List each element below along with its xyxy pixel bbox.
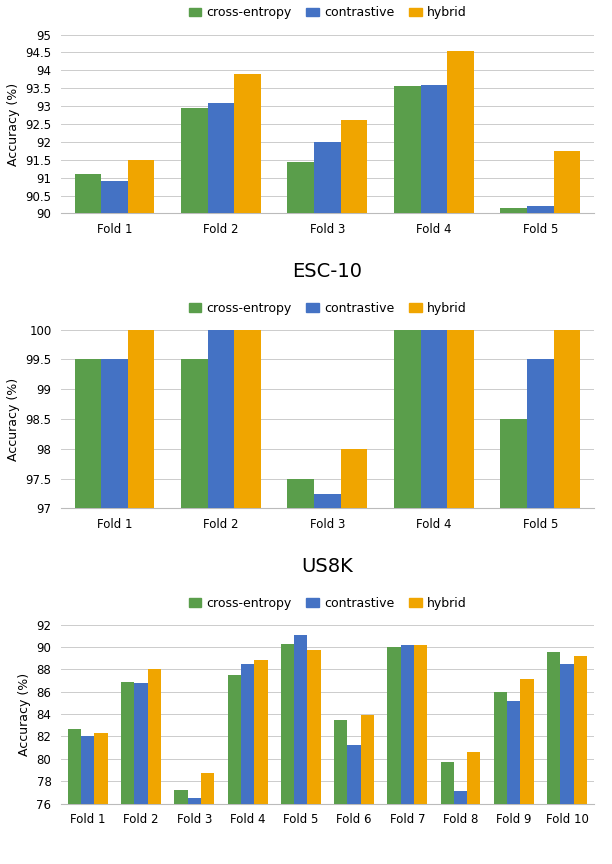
Title: ESC-10: ESC-10: [293, 262, 362, 281]
Title: US8K: US8K: [302, 557, 353, 576]
Bar: [394, 86, 420, 864]
Bar: [181, 108, 207, 864]
Bar: [447, 51, 474, 864]
Bar: [75, 359, 101, 864]
Bar: [314, 142, 341, 864]
Bar: [454, 791, 467, 864]
Bar: [420, 85, 447, 864]
Y-axis label: Accuracy (%): Accuracy (%): [7, 378, 20, 461]
Bar: [394, 330, 420, 864]
Bar: [101, 181, 128, 864]
Bar: [467, 752, 480, 864]
Bar: [573, 656, 587, 864]
Bar: [294, 635, 307, 864]
Bar: [527, 206, 554, 864]
Bar: [135, 683, 147, 864]
Bar: [307, 651, 321, 864]
Bar: [128, 160, 154, 864]
Bar: [341, 120, 367, 864]
Bar: [348, 746, 360, 864]
Bar: [181, 359, 207, 864]
Bar: [174, 790, 188, 864]
Legend: cross-entropy, contrastive, hybrid: cross-entropy, contrastive, hybrid: [184, 296, 471, 320]
Bar: [420, 330, 447, 864]
Bar: [188, 798, 201, 864]
Legend: cross-entropy, contrastive, hybrid: cross-entropy, contrastive, hybrid: [184, 592, 471, 614]
Bar: [207, 103, 234, 864]
Bar: [360, 715, 374, 864]
Bar: [94, 734, 108, 864]
Bar: [520, 679, 534, 864]
Bar: [447, 330, 474, 864]
Bar: [201, 773, 214, 864]
Bar: [501, 208, 527, 864]
Bar: [101, 359, 128, 864]
Bar: [288, 162, 314, 864]
Bar: [207, 330, 234, 864]
Bar: [281, 644, 294, 864]
Bar: [527, 359, 554, 864]
Bar: [494, 692, 507, 864]
Bar: [128, 330, 154, 864]
Bar: [561, 664, 573, 864]
Bar: [334, 720, 348, 864]
Bar: [147, 670, 161, 864]
Bar: [314, 493, 341, 864]
Bar: [228, 675, 241, 864]
Bar: [288, 479, 314, 864]
Bar: [81, 736, 94, 864]
Bar: [234, 74, 261, 864]
Bar: [547, 651, 561, 864]
Bar: [234, 330, 261, 864]
Bar: [241, 664, 254, 864]
Y-axis label: Accuracy (%): Accuracy (%): [7, 82, 20, 166]
Bar: [387, 647, 401, 864]
Bar: [554, 151, 580, 864]
Bar: [341, 448, 367, 864]
Bar: [414, 645, 427, 864]
Legend: cross-entropy, contrastive, hybrid: cross-entropy, contrastive, hybrid: [184, 2, 471, 24]
Bar: [68, 728, 81, 864]
Bar: [554, 330, 580, 864]
Bar: [501, 419, 527, 864]
Y-axis label: Accuracy (%): Accuracy (%): [18, 672, 31, 756]
Bar: [254, 660, 267, 864]
Bar: [121, 682, 135, 864]
Bar: [441, 762, 454, 864]
Bar: [75, 174, 101, 864]
Bar: [507, 701, 520, 864]
Bar: [401, 645, 414, 864]
